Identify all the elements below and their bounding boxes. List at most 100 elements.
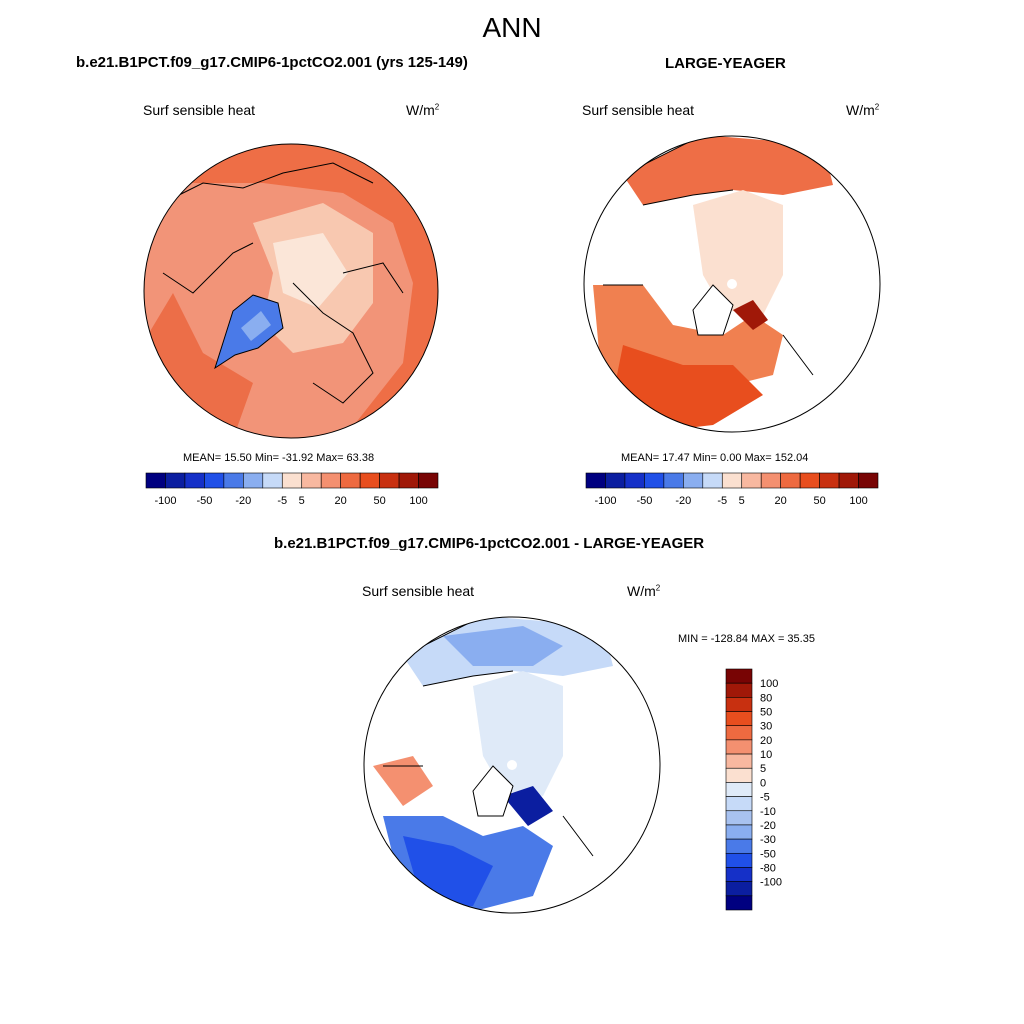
colorbar-box [725, 810, 753, 826]
colorbar-box [663, 472, 684, 489]
colorbar-tick-label: -30 [760, 834, 776, 846]
colorbar-box [398, 472, 419, 489]
panel-diff-variable: Surf sensible heat [362, 583, 475, 599]
colorbar-tick-label: 50 [760, 707, 772, 719]
map-difference [363, 616, 661, 914]
pole-hole [507, 760, 517, 770]
colorbar-tick-label: 100 [849, 495, 867, 507]
panel-diff-units: W/m2 [627, 583, 661, 599]
panel-top-left-stats: MEAN= 15.50 Min= -31.92 Max= 63.38 [183, 452, 375, 464]
colorbar-tick-label: -100 [154, 495, 176, 507]
colorbar-box [721, 472, 743, 489]
colorbar-box [725, 838, 753, 854]
colorbar-tick-label: -100 [594, 495, 616, 507]
field-eurasia-top [623, 136, 833, 205]
colorbar-box [145, 472, 166, 489]
colorbar-box [262, 472, 283, 489]
field-greenland-light [241, 311, 271, 341]
colorbar-box [725, 782, 753, 797]
colorbar-box [359, 472, 380, 489]
colorbar-box [644, 472, 665, 489]
colorbar-tick-label: -50 [636, 495, 652, 507]
panel-top-right-stats: MEAN= 17.47 Min= 0.00 Max= 152.04 [621, 452, 809, 464]
panel-diff-title: b.e21.B1PCT.f09_g17.CMIP6-1pctCO2.001 - … [274, 535, 705, 552]
colorbar-tick-label: -5 [760, 792, 770, 804]
colorbar-box [165, 472, 186, 489]
colorbar-tick-label: -10 [760, 806, 776, 818]
colorbar-tick-label: -5 [717, 495, 727, 507]
colorbar-tick-label: 5 [299, 495, 305, 507]
colorbar-tick-label: 50 [373, 495, 385, 507]
colorbar-box [725, 753, 753, 769]
colorbar-box [320, 472, 341, 489]
field-barents-deep [503, 786, 553, 826]
colorbar-box [725, 739, 753, 755]
colorbar-tick-label: 20 [775, 495, 787, 507]
colorbar-box [725, 767, 753, 783]
colorbar-box [725, 824, 753, 840]
coast-lines [603, 136, 814, 376]
coast-america [162, 242, 404, 294]
colorbar-box [725, 682, 753, 698]
field-canada-warm [373, 756, 433, 806]
colorbar-box [702, 472, 723, 489]
colorbar-tick-label: -50 [196, 495, 212, 507]
colorbar-box [223, 472, 244, 489]
colorbar-tick-label: -80 [760, 862, 776, 874]
colorbar-tick-label: 30 [760, 721, 772, 733]
colorbar-box [799, 472, 820, 489]
colorbar-tick-label: 100 [409, 495, 427, 507]
panel-top-right-variable: Surf sensible heat [582, 102, 695, 118]
panel-top-right-title: LARGE-YEAGER [665, 55, 786, 72]
panel-top-right-units: W/m2 [846, 102, 880, 118]
coast-eurasia [162, 162, 374, 404]
map-top-right [583, 135, 881, 433]
pole-hole [727, 279, 737, 289]
colorbar-box [418, 472, 439, 489]
field-barents-dark [733, 300, 768, 330]
colorbar-box [281, 472, 303, 489]
colorbar-box [725, 796, 753, 812]
colorbar-box [725, 711, 753, 727]
colorbar-box [184, 472, 205, 489]
colorbar-tick-label: -20 [760, 820, 776, 832]
colorbar-box [858, 472, 879, 489]
colorbar-tick-label: 0 [760, 777, 766, 789]
colorbar-tick-label: 5 [760, 763, 766, 775]
panel-top-left-variable: Surf sensible heat [143, 102, 256, 118]
field-eurasia-blue [443, 626, 563, 666]
colorbar-box [819, 472, 840, 489]
colorbar-box [838, 472, 859, 489]
colorbar-box [741, 472, 762, 489]
colorbar-box [683, 472, 704, 489]
colorbar-box [301, 472, 322, 489]
colorbar-box [605, 472, 626, 489]
colorbar-box [760, 472, 781, 489]
colorbar-box [725, 881, 753, 897]
colorbar-tick-label: 20 [335, 495, 347, 507]
colorbar-top-left: -100 -50 -20 -5 5 20 50 100 [145, 472, 439, 507]
colorbar-box [725, 725, 753, 741]
colorbar-tick-label: -20 [235, 495, 251, 507]
colorbar-tick-label: 10 [760, 749, 772, 761]
map-top-left [143, 143, 439, 439]
colorbar-tick-label: -5 [277, 495, 287, 507]
colorbar-tick-label: 20 [760, 735, 772, 747]
colorbar-tick-label: 100 [760, 678, 778, 690]
colorbar-tick-label: 80 [760, 692, 772, 704]
colorbar-tick-label: -100 [760, 877, 782, 889]
panel-top-left-units: W/m2 [406, 102, 440, 118]
colorbar-box [340, 472, 361, 489]
colorbar-top-right: -100 -50 -20 -5 5 20 50 100 [585, 472, 879, 507]
colorbar-box [243, 472, 264, 489]
colorbar-tick-label: -20 [675, 495, 691, 507]
colorbar-box [725, 668, 753, 684]
coast-greenland [214, 294, 284, 370]
colorbar-box [585, 472, 606, 489]
colorbar-box [725, 895, 753, 911]
field-arctic-pale [273, 233, 348, 308]
colorbar-box [725, 867, 753, 882]
field-arctic-pale [693, 190, 783, 315]
colorbar-box [204, 472, 225, 489]
